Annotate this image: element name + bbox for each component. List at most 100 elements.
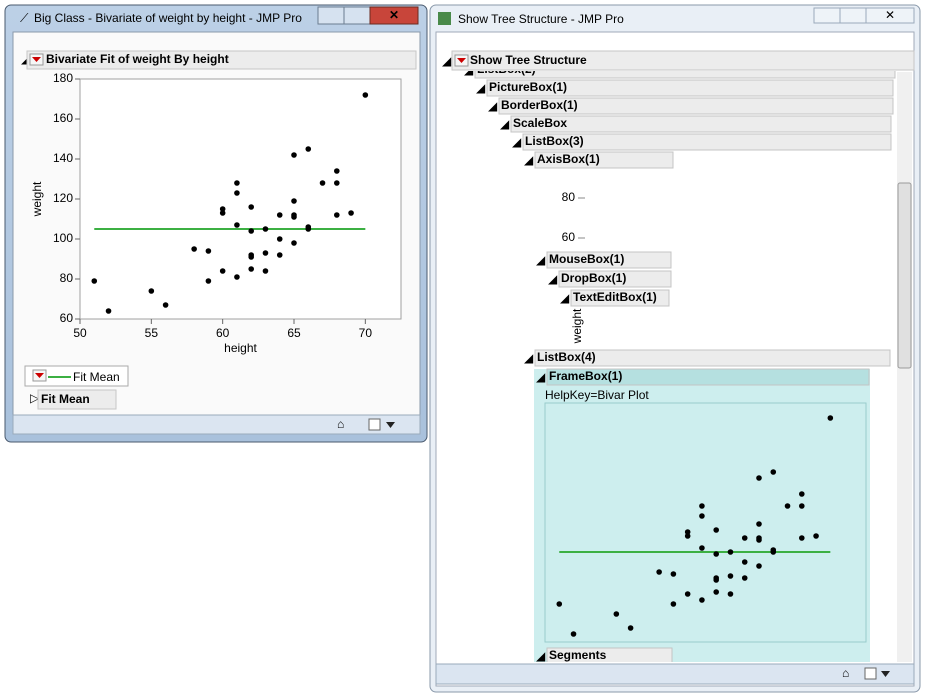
- tree-node-label: ScaleBox: [513, 116, 567, 130]
- disclosure-icon[interactable]: ◢: [21, 52, 31, 66]
- red-triangle: [457, 58, 466, 63]
- point: [713, 589, 719, 595]
- right-window: Show Tree Structure - JMP Pro ✕ ◢ Show T…: [429, 4, 921, 693]
- left-window: ⟋ Big Class - Bivariate of weight by hei…: [4, 4, 428, 443]
- tree-node-label: ListBox(3): [525, 134, 584, 148]
- tree-node: [522, 133, 892, 151]
- point: [699, 503, 705, 509]
- minimize-button[interactable]: [813, 7, 841, 24]
- tree-node-label: ListBox(2): [477, 62, 536, 76]
- disclosure-icon[interactable]: ◢: [442, 54, 452, 68]
- point: [148, 288, 155, 294]
- y-tick-label: 80: [60, 271, 74, 285]
- axis-tick-label: 60: [562, 230, 576, 244]
- x-tick-label: 60: [216, 326, 230, 340]
- minimize-button[interactable]: [317, 6, 345, 25]
- app-icon: [438, 12, 451, 25]
- point: [319, 180, 326, 186]
- disclosure-icon[interactable]: ◢: [464, 63, 474, 77]
- x-tick-label: 55: [145, 326, 159, 340]
- point: [570, 631, 577, 637]
- close-icon: ✕: [389, 8, 399, 22]
- disclosure-icon[interactable]: ◢: [524, 153, 534, 167]
- disclosure-icon[interactable]: ◢: [500, 117, 510, 131]
- point: [305, 146, 312, 152]
- selected-highlight: [534, 369, 870, 662]
- maximize-button[interactable]: [839, 7, 867, 24]
- window-title: Big Class - Bivariate of weight by heigh…: [34, 11, 302, 25]
- disclosure-icon[interactable]: ◢: [488, 99, 498, 113]
- x-tick-label: 50: [73, 326, 87, 340]
- disclosure-icon[interactable]: ◢: [560, 291, 570, 305]
- scrollbar-thumb[interactable]: [897, 182, 912, 369]
- disclosure-icon[interactable]: ◢: [524, 351, 534, 365]
- point: [699, 513, 705, 519]
- point: [291, 152, 297, 158]
- point: [362, 92, 369, 98]
- tree-node: [534, 151, 674, 169]
- point: [191, 246, 197, 252]
- disclosure-icon[interactable]: ◢: [536, 649, 546, 663]
- point: [656, 569, 662, 575]
- point: [727, 573, 734, 579]
- helpkey: HelpKey=Bivar Plot: [545, 388, 649, 402]
- disclosure-icon[interactable]: ▷: [30, 391, 40, 405]
- point: [713, 577, 719, 583]
- y-axis-label: weight: [30, 181, 44, 217]
- tree-node-label: AxisBox(1): [537, 152, 600, 166]
- y-tick-label: 120: [53, 191, 73, 205]
- app-icon: ⟋: [20, 11, 29, 25]
- point: [248, 204, 254, 210]
- window-title: Show Tree Structure - JMP Pro: [458, 12, 624, 26]
- tree-node-label: ListBox(4): [537, 350, 596, 364]
- tree-node-label: PictureBox(1): [489, 80, 567, 94]
- point: [305, 226, 312, 232]
- point: [713, 527, 719, 533]
- point: [670, 601, 677, 607]
- disclosure-icon[interactable]: ◢: [536, 253, 546, 267]
- dropdown-icon[interactable]: [386, 422, 395, 428]
- maximize-button[interactable]: [343, 6, 371, 25]
- tree-node-label: Segments: [549, 648, 607, 662]
- point: [784, 503, 791, 509]
- disclosure-icon[interactable]: ◢: [536, 370, 546, 384]
- axis-tick-label: 80: [562, 190, 576, 204]
- outline-title: Bivariate Fit of weight By height: [46, 52, 229, 66]
- close-button[interactable]: [865, 7, 915, 24]
- point: [91, 278, 98, 284]
- disclosure-icon[interactable]: ◢: [476, 81, 486, 95]
- point: [770, 549, 777, 555]
- tree-node: [546, 368, 870, 386]
- x-tick-label: 70: [359, 326, 373, 340]
- point: [334, 180, 340, 186]
- y-tick-label: 100: [53, 231, 73, 245]
- point: [219, 268, 226, 274]
- point: [756, 537, 762, 543]
- home-icon[interactable]: ⌂: [337, 417, 344, 431]
- tree-node: [546, 647, 673, 662]
- point: [670, 571, 677, 577]
- dropdown-icon[interactable]: [881, 671, 890, 677]
- point: [105, 308, 112, 314]
- disclosure-icon[interactable]: ◢: [512, 135, 522, 149]
- point: [348, 210, 354, 216]
- point: [334, 212, 340, 218]
- left-plot: 50 55 60 65 70 60 80 100 120 140 160 180 height weigh…: [30, 71, 372, 355]
- point: [799, 503, 805, 509]
- home-icon[interactable]: ⌂: [842, 666, 849, 680]
- point: [234, 180, 240, 186]
- axis-label: weight: [570, 308, 584, 344]
- checkbox-icon[interactable]: [368, 418, 381, 431]
- y-tick-label: 160: [53, 111, 73, 125]
- tree-node-label: MouseBox(1): [549, 252, 624, 266]
- outline-header: [451, 50, 915, 71]
- y-tick-label: 180: [53, 71, 73, 85]
- point: [627, 625, 634, 631]
- tree-node-label: FrameBox(1): [549, 369, 622, 383]
- checkbox-icon[interactable]: [864, 667, 877, 680]
- close-button[interactable]: [369, 6, 419, 25]
- legend: Fit Mean: [48, 370, 120, 384]
- point: [234, 274, 240, 280]
- disclosure-icon[interactable]: ◢: [548, 272, 558, 286]
